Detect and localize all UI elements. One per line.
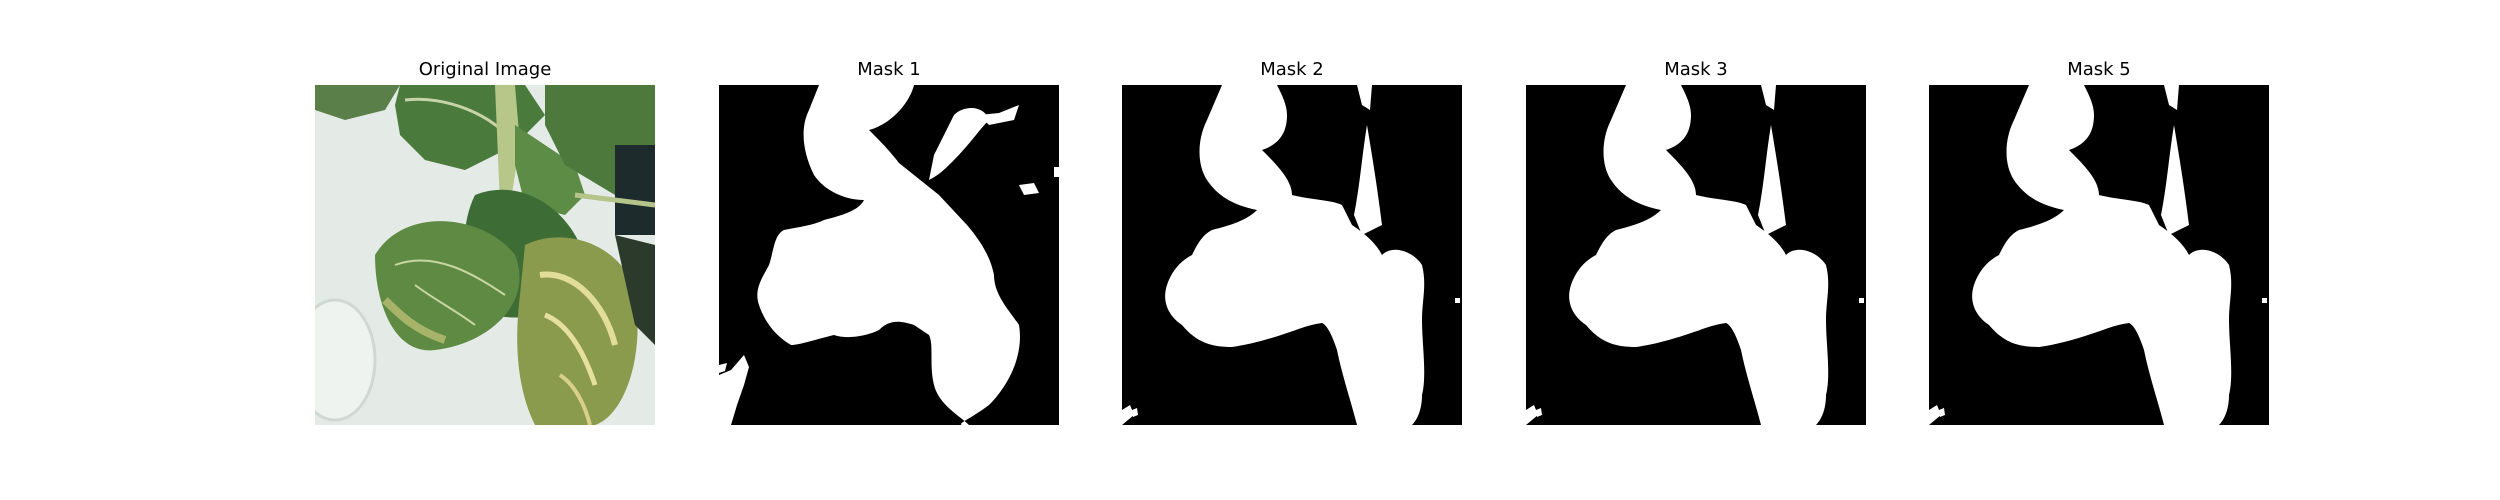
panel-title: Mask 2 [1260, 59, 1324, 80]
panel-mask-5: Mask 5 [1929, 55, 2269, 425]
panel-mask-2: Mask 2 [1122, 55, 1462, 425]
panel-mask-1: Mask 1 [719, 55, 1059, 425]
panel-mask-3: Mask 3 [1526, 55, 1866, 425]
panel-title: Mask 5 [2067, 59, 2131, 80]
mask-image-1 [719, 85, 1059, 425]
mask-image-2 [1122, 85, 1462, 425]
original-image [315, 85, 655, 425]
panel-title: Original Image [418, 59, 552, 80]
panel-title: Mask 3 [1664, 59, 1728, 80]
mask-image-3 [1526, 85, 1866, 425]
mask-image-5 [1929, 85, 2269, 425]
panel-title: Mask 1 [857, 59, 921, 80]
panel-original-image: Original Image [315, 55, 655, 425]
